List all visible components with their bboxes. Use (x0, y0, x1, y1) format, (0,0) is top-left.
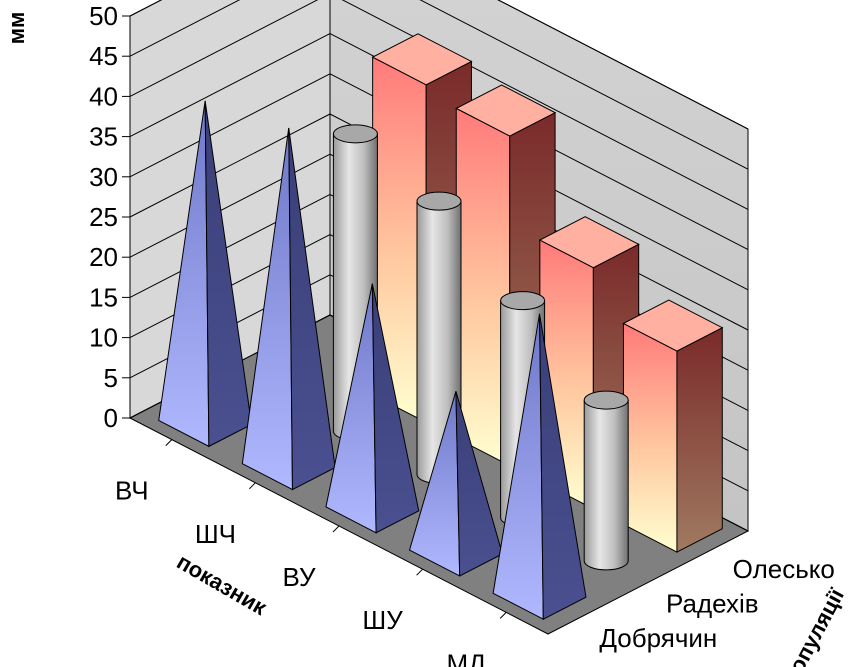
bar-Добрячин-ВЧ-face-side (204, 100, 253, 448)
y-tick-label: 15 (89, 282, 118, 312)
bar-Радехів-МД-top (583, 390, 629, 410)
bar-Олесько-МД-side (676, 326, 723, 553)
bar-Олесько-ШЧ-top (371, 33, 473, 86)
y-tick-label: 20 (89, 242, 118, 272)
y-tick-label: 0 (104, 403, 118, 433)
gridline (129, 73, 749, 291)
bar-Добрячин-ВУ-face-side (371, 283, 420, 534)
y-tick-label: 30 (89, 162, 118, 192)
y-tick-label: 40 (89, 81, 118, 111)
bar-Добрячин-ШУ-face-side (455, 391, 503, 577)
bar-Олесько-ШУ-top (538, 216, 640, 269)
x-tick-label: ВУ (283, 562, 316, 592)
bar-Добрячин-ШЧ-face-side (288, 127, 336, 491)
x-tick-label: ВЧ (115, 476, 149, 506)
bar-Радехів-МД-body (583, 399, 629, 571)
z-axis-title: популяції (778, 584, 850, 667)
x-tick-label: ШУ (362, 605, 403, 635)
bar-Радехів-ШЧ-top (332, 124, 378, 144)
gridline (129, 0, 749, 170)
y-tick-label: 25 (89, 202, 118, 232)
x-axis-title: показник (173, 549, 272, 621)
gridline (129, 0, 749, 210)
y-axis-title: мм (4, 12, 29, 45)
bar-Олесько-МД-front (622, 322, 678, 553)
y-tick-label: 35 (89, 122, 118, 152)
x-tick-mark (499, 612, 507, 619)
bar-Олесько-ВУ-top (455, 84, 557, 137)
gridline (129, 33, 749, 251)
y-tick-label: 5 (104, 363, 118, 393)
series-label: Олесько (733, 554, 835, 584)
bar-Радехів-ВУ-top (416, 191, 462, 211)
bar-Олесько-МД-top (622, 299, 724, 352)
x-tick-mark (165, 439, 173, 446)
x-tick-mark (249, 482, 256, 490)
y-tick-label: 45 (89, 41, 118, 71)
x-tick-mark (332, 525, 340, 533)
x-tick-label: ШЧ (195, 519, 236, 549)
series-label: Радехів (666, 589, 759, 619)
bar-Радехів-ШУ-top (500, 291, 546, 311)
bar-Добрячин-МД-face-side (539, 313, 587, 620)
x-tick-label: МД (447, 648, 487, 667)
gridline (129, 0, 749, 130)
series-label: Добрячин (599, 623, 717, 653)
x-tick-mark (416, 568, 423, 576)
y-tick-label: 50 (89, 1, 118, 31)
y-tick-label: 10 (89, 323, 118, 353)
